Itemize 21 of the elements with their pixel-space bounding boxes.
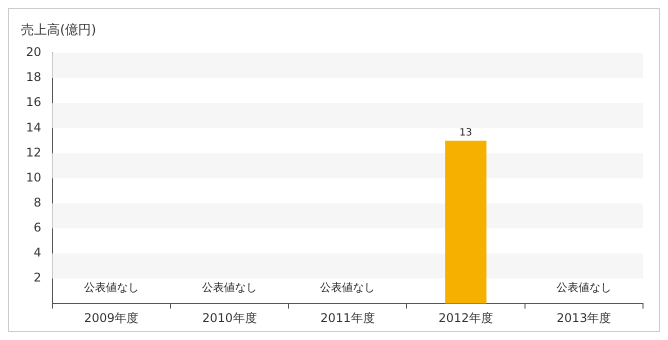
y-tick-label: 20 xyxy=(26,45,42,60)
y-tick-label: 10 xyxy=(26,170,42,184)
text: 公表値なし xyxy=(556,280,612,294)
y-tick-label: 14 xyxy=(26,120,42,134)
y-tick-label: 6 xyxy=(34,220,42,235)
y-tick-label: 8 xyxy=(34,195,42,210)
y-tick-label: 12 xyxy=(26,145,42,160)
y-tick-label: 2 xyxy=(34,270,42,285)
text: 公表値なし xyxy=(84,280,139,294)
data-label: 13 xyxy=(459,127,472,138)
text: 公表値なし xyxy=(320,280,376,294)
x-tick-label: 2009年度 xyxy=(84,310,139,325)
x-tick-label: 2013年度 xyxy=(556,310,612,325)
x-tick-label: 2011年度 xyxy=(320,310,375,325)
text: 公表値なし xyxy=(202,280,257,294)
y-tick-label: 16 xyxy=(26,95,42,110)
y-tick-label: 18 xyxy=(26,70,42,84)
y-axis-title: 売上高(億円) xyxy=(21,22,96,39)
x-tick-label: 2010年度 xyxy=(202,310,257,325)
x-tick-label: 2012年度 xyxy=(438,310,494,325)
y-tick-label: 4 xyxy=(34,246,42,260)
